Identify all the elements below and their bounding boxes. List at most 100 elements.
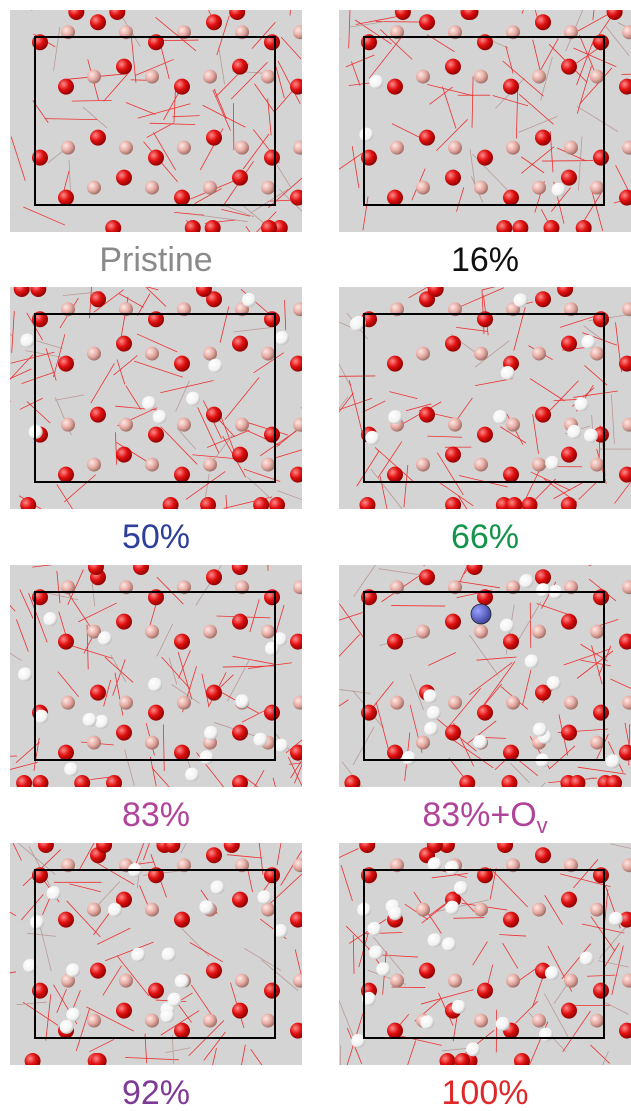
bond xyxy=(103,679,112,707)
atom xyxy=(174,78,190,95)
atom xyxy=(561,58,577,75)
bond xyxy=(64,474,97,503)
bond xyxy=(409,673,424,711)
bond xyxy=(469,634,499,676)
atom xyxy=(203,180,217,195)
bond xyxy=(225,494,228,509)
bond xyxy=(230,61,268,100)
bond xyxy=(540,56,553,101)
bond xyxy=(590,1044,610,1064)
bond xyxy=(125,385,142,410)
atom xyxy=(459,775,476,787)
atom xyxy=(206,684,222,701)
bond xyxy=(340,865,353,901)
atom xyxy=(319,458,333,472)
atom xyxy=(619,466,631,483)
bond xyxy=(348,380,363,433)
bond xyxy=(469,662,513,695)
bond xyxy=(407,1040,417,1065)
bond xyxy=(45,994,52,1041)
atom xyxy=(167,992,182,1007)
bond xyxy=(245,226,251,232)
bond xyxy=(518,93,554,125)
bond xyxy=(232,103,235,150)
atom xyxy=(448,417,462,432)
bond xyxy=(212,89,231,131)
bond xyxy=(294,763,302,784)
bond xyxy=(421,989,474,1005)
atom xyxy=(474,346,488,361)
bond xyxy=(156,623,174,657)
atom xyxy=(561,169,577,186)
atom xyxy=(203,624,217,639)
bond xyxy=(213,88,227,119)
atom xyxy=(401,750,416,765)
atom xyxy=(177,25,191,40)
cell-outline xyxy=(34,313,276,483)
atom xyxy=(506,417,520,432)
bond xyxy=(561,943,591,980)
panel-label: 16% xyxy=(451,241,519,279)
atom xyxy=(290,744,302,761)
atom xyxy=(590,180,604,195)
atom xyxy=(174,1022,190,1039)
bond xyxy=(378,568,419,576)
bond xyxy=(339,392,354,413)
atom xyxy=(87,735,101,750)
bond xyxy=(39,287,41,293)
atom xyxy=(359,843,376,853)
atom xyxy=(269,497,286,509)
bond xyxy=(348,10,351,49)
bond xyxy=(277,490,302,501)
bond xyxy=(162,724,165,772)
atom xyxy=(427,857,442,872)
structure-panel xyxy=(339,843,631,1065)
bond xyxy=(483,661,516,705)
atom xyxy=(116,335,132,352)
bond xyxy=(370,468,403,509)
atom xyxy=(293,973,302,988)
bond xyxy=(467,720,497,745)
bond xyxy=(118,293,144,308)
atom xyxy=(68,10,85,20)
atom xyxy=(583,428,598,443)
atom xyxy=(232,891,248,908)
atom xyxy=(253,732,268,747)
atom xyxy=(119,302,133,317)
bond xyxy=(115,432,118,465)
atom xyxy=(546,675,561,690)
panel-label: Pristine xyxy=(99,241,212,279)
atom xyxy=(174,911,190,928)
atom xyxy=(290,78,302,95)
bond xyxy=(576,105,619,132)
bond xyxy=(294,949,302,977)
atom xyxy=(387,1022,403,1039)
atom xyxy=(90,129,106,146)
atom xyxy=(319,181,333,195)
atom xyxy=(499,618,514,633)
bond xyxy=(57,671,79,698)
bond xyxy=(392,1033,442,1046)
atom xyxy=(466,1042,481,1057)
bond xyxy=(221,209,250,217)
atom xyxy=(535,406,551,423)
label-text: 16% xyxy=(451,241,519,279)
atom xyxy=(535,14,551,31)
bond xyxy=(573,390,618,398)
atom xyxy=(174,189,190,206)
atom xyxy=(477,149,493,166)
atom xyxy=(273,923,288,938)
atom xyxy=(551,182,566,197)
atom xyxy=(261,902,275,917)
atom xyxy=(605,754,620,769)
bond xyxy=(516,89,519,139)
bond xyxy=(449,737,494,769)
atom xyxy=(184,220,201,232)
atom xyxy=(195,287,212,297)
atom xyxy=(390,580,404,595)
bond xyxy=(134,59,174,76)
atom xyxy=(61,695,75,710)
bond xyxy=(39,925,52,972)
bond xyxy=(368,37,402,79)
panel-label: 50% xyxy=(122,518,190,556)
